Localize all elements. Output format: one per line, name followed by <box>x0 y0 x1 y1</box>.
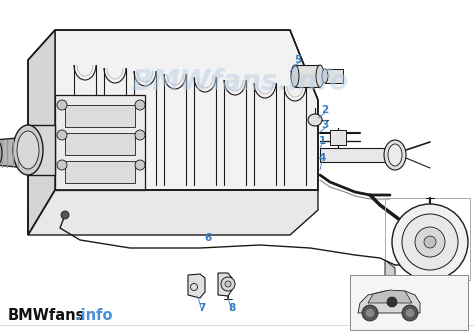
Circle shape <box>135 100 145 110</box>
Polygon shape <box>55 95 145 190</box>
Ellipse shape <box>388 144 402 166</box>
Text: 3: 3 <box>321 120 328 130</box>
Polygon shape <box>320 148 390 162</box>
Circle shape <box>362 305 378 321</box>
Bar <box>350 275 468 330</box>
Circle shape <box>387 297 397 307</box>
Ellipse shape <box>291 65 299 87</box>
Text: BMWfans.info: BMWfans.info <box>131 68 349 96</box>
Text: 4: 4 <box>319 153 326 163</box>
Polygon shape <box>295 65 320 87</box>
Circle shape <box>402 305 418 321</box>
Circle shape <box>61 211 69 219</box>
Text: 1: 1 <box>319 136 326 146</box>
Polygon shape <box>218 273 232 296</box>
Text: 8: 8 <box>228 303 236 313</box>
Ellipse shape <box>0 139 2 167</box>
Ellipse shape <box>17 131 39 169</box>
Text: 6: 6 <box>204 233 211 243</box>
Text: BMWfans: BMWfans <box>8 308 85 323</box>
Polygon shape <box>358 291 420 313</box>
Polygon shape <box>330 130 346 145</box>
Circle shape <box>402 214 458 270</box>
Circle shape <box>392 204 468 280</box>
Ellipse shape <box>322 69 328 83</box>
Circle shape <box>415 227 445 257</box>
Circle shape <box>57 130 67 140</box>
Circle shape <box>225 281 231 287</box>
Circle shape <box>424 236 436 248</box>
Circle shape <box>57 100 67 110</box>
Polygon shape <box>325 69 343 83</box>
Polygon shape <box>0 137 28 168</box>
Polygon shape <box>368 290 412 303</box>
Polygon shape <box>28 125 55 175</box>
Polygon shape <box>28 190 318 235</box>
Text: 5: 5 <box>294 55 301 65</box>
Circle shape <box>406 309 414 317</box>
Circle shape <box>57 160 67 170</box>
Circle shape <box>221 277 235 291</box>
Polygon shape <box>385 260 395 280</box>
Text: 7: 7 <box>198 303 206 313</box>
Polygon shape <box>65 105 135 127</box>
Circle shape <box>135 160 145 170</box>
Polygon shape <box>65 161 135 183</box>
Ellipse shape <box>316 65 324 87</box>
Ellipse shape <box>308 114 322 126</box>
Polygon shape <box>55 30 318 190</box>
Circle shape <box>366 309 374 317</box>
Text: 2: 2 <box>321 105 328 115</box>
Polygon shape <box>65 133 135 155</box>
Ellipse shape <box>13 125 43 175</box>
Polygon shape <box>188 274 205 298</box>
Polygon shape <box>28 30 55 235</box>
Circle shape <box>135 130 145 140</box>
Ellipse shape <box>384 140 406 170</box>
Text: .info: .info <box>75 308 112 323</box>
